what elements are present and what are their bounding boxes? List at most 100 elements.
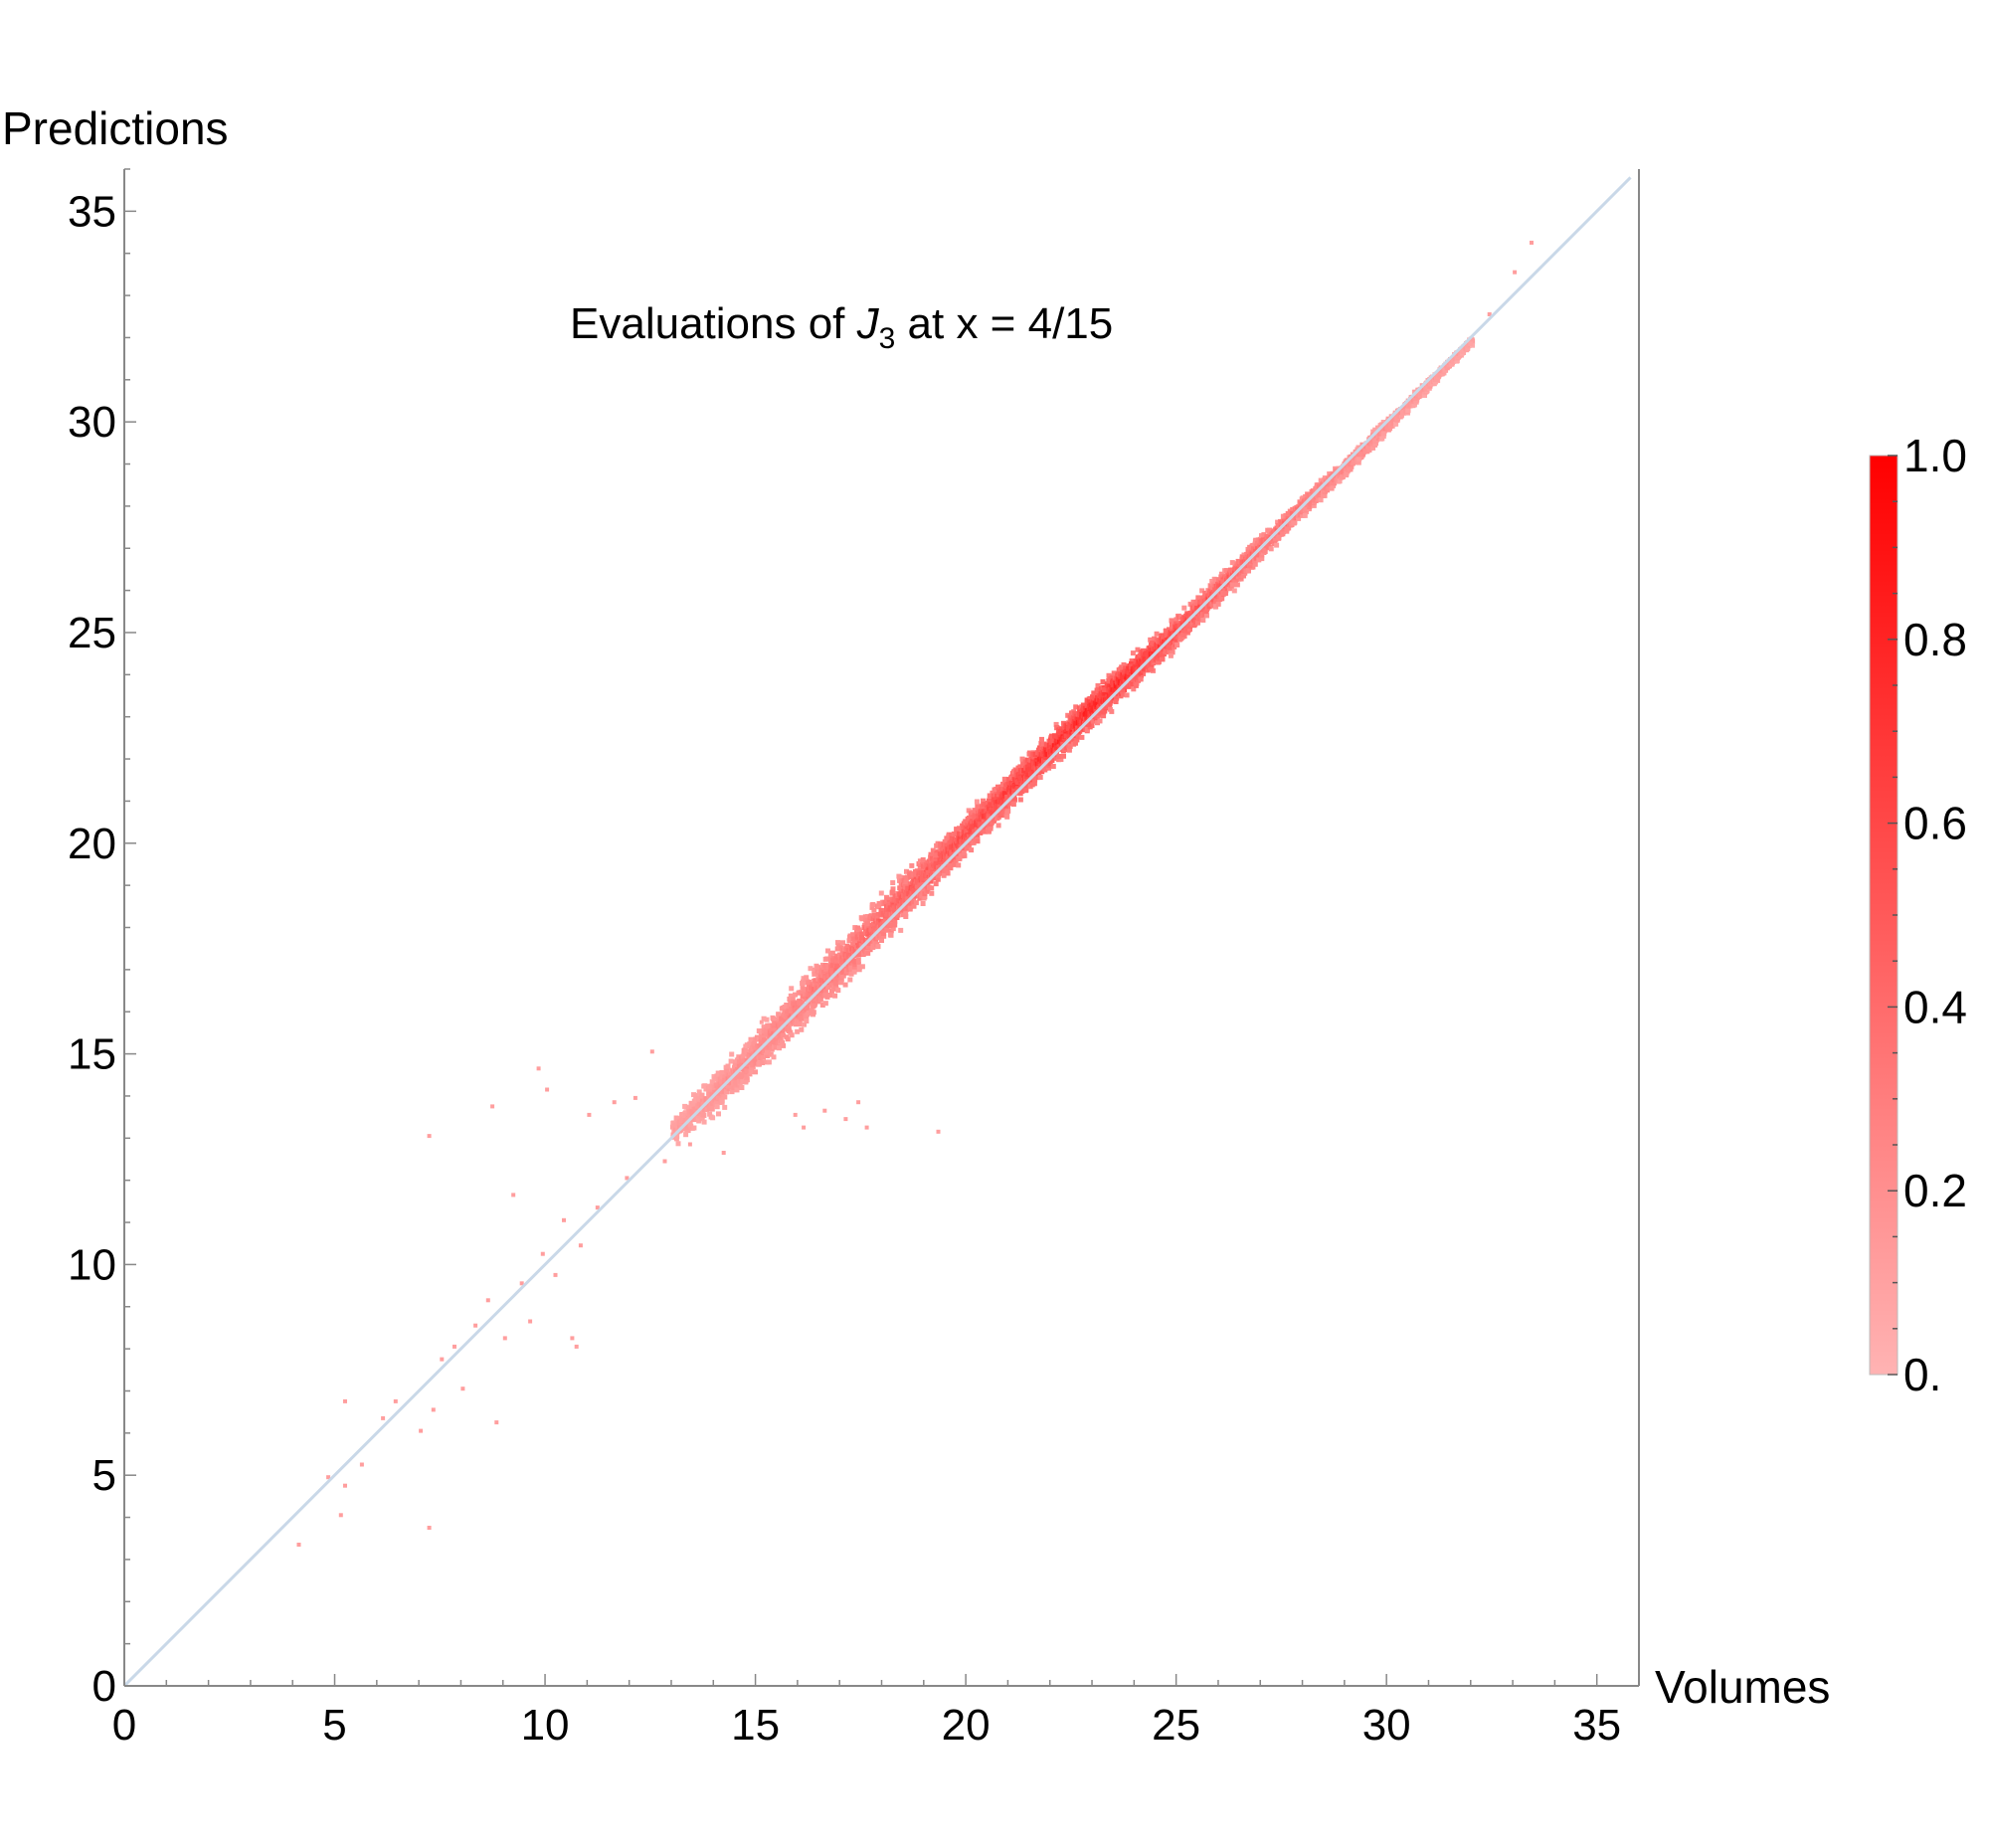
density-cell	[832, 993, 838, 999]
density-cell	[788, 1007, 794, 1013]
density-cell	[890, 886, 896, 892]
density-cell	[679, 1112, 685, 1117]
density-cell	[912, 868, 918, 874]
density-cell	[1187, 627, 1192, 632]
density-cell	[903, 879, 909, 885]
density-cell	[739, 1085, 745, 1090]
density-cell	[1067, 743, 1073, 749]
density-cell	[728, 1058, 734, 1064]
density-cell	[758, 1039, 764, 1044]
density-cell	[887, 923, 893, 928]
density-cell	[714, 1104, 720, 1110]
density-cell	[975, 805, 981, 811]
density-cell	[1222, 591, 1228, 597]
density-cell	[824, 956, 830, 962]
density-cell	[987, 793, 993, 799]
density-cell	[1202, 590, 1208, 596]
density-cell	[1255, 540, 1261, 546]
density-cell	[1229, 560, 1235, 566]
density-cell	[764, 1016, 770, 1022]
density-cell	[1002, 807, 1008, 813]
density-cell	[859, 935, 865, 941]
density-cell	[1086, 699, 1092, 705]
density-cell	[1199, 588, 1205, 594]
density-cell	[1149, 666, 1155, 672]
density-cell	[1170, 624, 1175, 629]
density-cell	[722, 1094, 728, 1100]
density-cell	[848, 971, 854, 977]
density-cell	[686, 1105, 692, 1111]
density-cell	[808, 993, 813, 999]
density-cell	[907, 905, 913, 911]
density-cell	[1175, 643, 1180, 647]
density-cell	[1008, 799, 1014, 805]
density-cell	[1189, 620, 1195, 626]
density-cell	[1056, 754, 1062, 759]
density-cell	[804, 997, 810, 1003]
density-cell	[926, 869, 931, 875]
density-cell	[781, 1006, 787, 1011]
density-cell	[1011, 796, 1017, 802]
density-cell	[875, 944, 881, 950]
density-cell	[798, 1010, 804, 1016]
density-cell	[975, 832, 980, 837]
density-cell	[898, 927, 904, 933]
density-cell	[1259, 556, 1265, 562]
density-cell	[975, 838, 981, 844]
density-cell	[719, 1078, 724, 1084]
density-cell	[1129, 658, 1135, 664]
density-cell	[1089, 723, 1095, 728]
density-cell	[939, 846, 945, 852]
density-cell	[933, 875, 939, 881]
density-cell	[1200, 618, 1206, 623]
density-cell	[748, 1036, 754, 1042]
density-cell	[835, 988, 841, 994]
density-cell	[867, 947, 873, 953]
density-cell	[799, 1016, 804, 1021]
density-cell	[699, 1092, 705, 1098]
density-cell	[879, 938, 884, 943]
density-cell	[868, 926, 874, 932]
density-cell	[835, 940, 840, 946]
density-cell	[833, 960, 839, 965]
density-cell	[769, 1044, 775, 1050]
density-cell	[933, 852, 939, 858]
density-cell	[911, 899, 916, 905]
density-cell	[802, 987, 808, 993]
density-cell	[1042, 767, 1048, 773]
density-cell	[856, 952, 862, 958]
density-cell	[994, 804, 1000, 810]
density-cell	[716, 1072, 722, 1077]
density-cell	[1002, 791, 1007, 797]
density-cell	[1100, 679, 1106, 684]
density-cell	[1170, 641, 1175, 647]
density-cell	[855, 962, 861, 968]
density-cell	[876, 901, 882, 906]
density-cell	[1040, 752, 1046, 758]
density-cell	[897, 874, 903, 880]
density-cell	[774, 1044, 780, 1050]
density-cell	[1095, 683, 1101, 688]
density-cell	[897, 903, 903, 909]
density-cell	[986, 814, 992, 820]
density-cell	[779, 1016, 785, 1021]
density-cell	[949, 838, 955, 844]
density-cell	[682, 1117, 688, 1123]
density-cell	[914, 883, 920, 889]
density-cell	[1181, 605, 1187, 611]
density-cell	[1039, 769, 1045, 775]
density-cell	[1123, 683, 1129, 688]
density-cell	[865, 950, 871, 956]
density-cell	[1138, 676, 1144, 682]
density-cell	[691, 1102, 697, 1107]
density-cell	[922, 894, 928, 900]
density-cell	[693, 1097, 699, 1103]
density-cell	[822, 989, 828, 995]
density-cell	[1213, 598, 1219, 604]
density-cell	[765, 1053, 770, 1058]
density-cell	[699, 1095, 704, 1101]
density-cell	[991, 811, 996, 817]
density-cell	[842, 982, 848, 988]
density-cell	[1079, 734, 1085, 740]
density-cell	[834, 963, 840, 969]
